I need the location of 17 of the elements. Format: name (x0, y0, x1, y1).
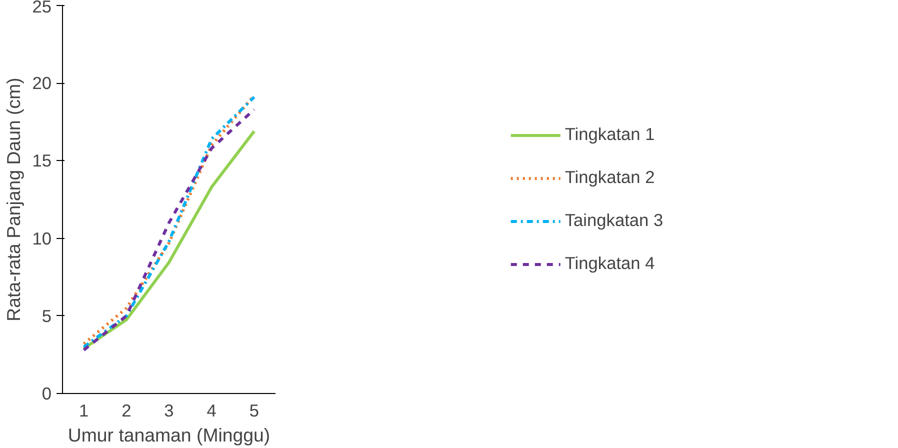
y-tick-label: 0 (42, 384, 52, 404)
x-tick-label: 5 (249, 400, 260, 420)
x-tick-label: 2 (122, 400, 132, 420)
y-tick-label: 5 (42, 306, 52, 326)
y-tick-label: 15 (32, 150, 52, 171)
y-tick-label: 25 (32, 0, 52, 16)
y-tick-label: 10 (32, 228, 52, 248)
x-tick-label: 3 (164, 400, 174, 420)
legend-label: Tingkatan 4 (564, 253, 655, 274)
x-tick-label: 1 (78, 400, 89, 420)
legend-label: Tingkatan 2 (564, 167, 655, 188)
legend-label: Taingkatan 3 (564, 210, 664, 231)
x-axis-title: Umur tanaman (Minggu) (68, 424, 270, 446)
y-tick-label: 20 (32, 73, 52, 94)
x-tick-label: 4 (206, 400, 217, 420)
legend-label: Tingkatan 1 (564, 124, 655, 145)
y-axis-title: Rata-rata Panjang Daun (cm) (3, 78, 24, 322)
